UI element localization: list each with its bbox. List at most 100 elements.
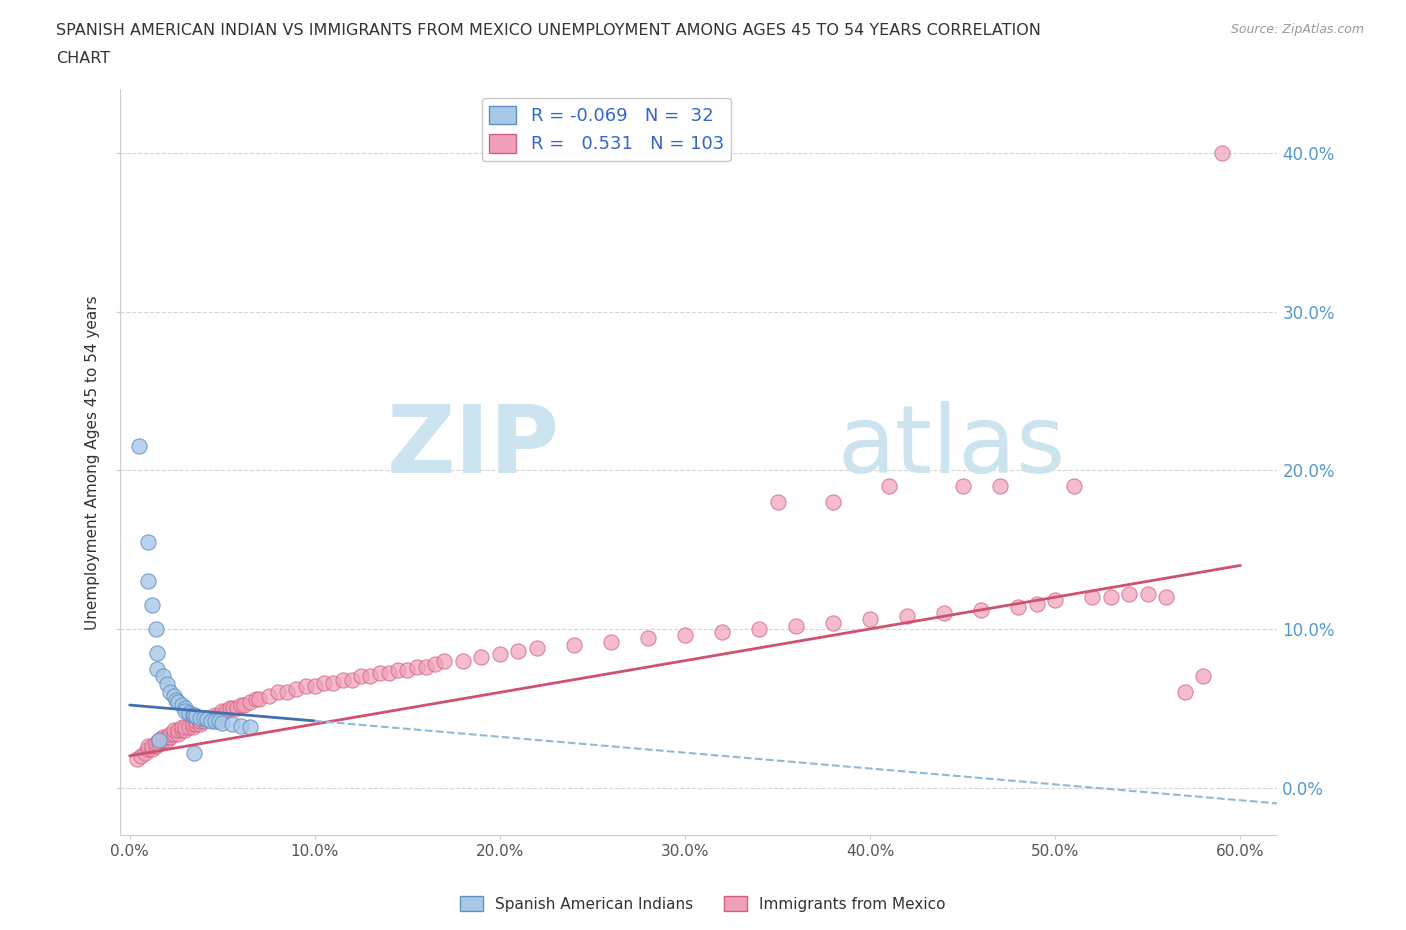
Point [163, 723, 186, 737]
Point [823, 615, 845, 630]
Text: SPANISH AMERICAN INDIAN VS IMMIGRANTS FROM MEXICO UNEMPLOYMENT AMONG AGES 45 TO : SPANISH AMERICAN INDIAN VS IMMIGRANTS FR… [56, 23, 1040, 38]
Point [1063, 479, 1085, 494]
Point [859, 612, 882, 627]
Point [562, 637, 585, 652]
Point [247, 691, 270, 706]
Point [141, 742, 163, 757]
Text: Source: ZipAtlas.com: Source: ZipAtlas.com [1230, 23, 1364, 36]
Point [368, 666, 391, 681]
Point [415, 659, 437, 674]
Point [218, 701, 240, 716]
Point [134, 745, 156, 760]
Point [166, 723, 188, 737]
Point [211, 715, 233, 730]
Point [156, 733, 179, 748]
Point [136, 534, 159, 549]
Point [193, 713, 215, 728]
Point [276, 684, 298, 699]
Point [239, 695, 262, 710]
Point [181, 717, 204, 732]
Point [934, 605, 956, 620]
Point [322, 675, 344, 690]
Point [387, 663, 409, 678]
Point [396, 663, 419, 678]
Point [146, 661, 169, 676]
Point [177, 706, 200, 721]
Point [294, 679, 316, 694]
Point [166, 695, 188, 710]
Point [359, 669, 381, 684]
Point [226, 701, 249, 716]
Point [170, 720, 193, 735]
Point [470, 650, 492, 665]
Point [221, 717, 243, 732]
Point [165, 693, 187, 708]
Point [1007, 599, 1029, 614]
Point [1211, 145, 1233, 160]
Point [146, 645, 169, 660]
Point [186, 713, 208, 728]
Point [1136, 587, 1159, 602]
Point [174, 723, 197, 737]
Point [970, 603, 993, 618]
Point [350, 669, 373, 684]
Point [207, 713, 229, 728]
Point [1192, 669, 1215, 684]
Point [233, 698, 256, 712]
Point [988, 479, 1011, 494]
Point [163, 688, 186, 703]
Point [285, 682, 308, 697]
Point [785, 618, 807, 633]
Point [148, 736, 170, 751]
Point [186, 709, 208, 724]
Point [489, 647, 512, 662]
Point [673, 628, 696, 643]
Point [141, 598, 163, 613]
Point [877, 479, 900, 494]
Point [211, 704, 233, 719]
Point [174, 720, 197, 735]
Point [229, 698, 252, 712]
Point [183, 707, 205, 722]
Point [188, 717, 211, 732]
Point [823, 495, 845, 510]
Point [159, 729, 181, 744]
Point [193, 711, 215, 725]
Point [183, 745, 205, 760]
Point [166, 726, 188, 741]
Point [145, 736, 167, 751]
Point [600, 634, 623, 649]
Point [152, 733, 174, 748]
Point [145, 738, 167, 753]
Point [1045, 593, 1067, 608]
Point [177, 720, 200, 735]
Point [245, 691, 267, 706]
Point [405, 659, 427, 674]
Point [204, 713, 226, 728]
Point [129, 749, 152, 764]
Point [229, 718, 252, 733]
Point [186, 717, 208, 732]
Point [197, 711, 219, 725]
Point [174, 704, 197, 719]
Point [156, 729, 179, 744]
Point [152, 729, 174, 744]
Point [526, 641, 548, 656]
Point [200, 711, 222, 725]
Text: ZIP: ZIP [387, 402, 560, 494]
Point [211, 707, 233, 722]
Point [148, 733, 170, 748]
Point [159, 684, 181, 699]
Point [136, 574, 159, 589]
Point [128, 439, 150, 454]
Point [207, 707, 229, 722]
Point [215, 704, 238, 719]
Point [163, 726, 186, 741]
Point [433, 653, 456, 668]
Point [159, 726, 181, 741]
Point [1118, 587, 1140, 602]
Point [181, 707, 204, 722]
Point [423, 657, 446, 671]
Point [508, 644, 530, 658]
Point [136, 738, 159, 753]
